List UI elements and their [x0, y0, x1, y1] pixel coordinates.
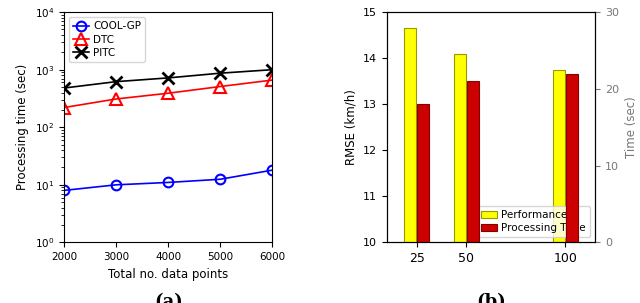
Bar	[566, 74, 578, 242]
DTC	[112, 97, 120, 101]
Legend: Performance, Processing Time: Performance, Processing Time	[477, 206, 590, 237]
COOL-GP	[164, 181, 172, 184]
Bar	[454, 54, 466, 303]
COOL-GP	[60, 188, 68, 192]
DTC	[164, 92, 172, 95]
Line: COOL-GP: COOL-GP	[59, 165, 277, 195]
Bar	[404, 28, 416, 303]
DTC	[216, 85, 224, 88]
PITC	[112, 80, 120, 83]
PITC	[60, 86, 68, 90]
Text: (a): (a)	[154, 293, 182, 303]
X-axis label: Total no. data points: Total no. data points	[108, 268, 228, 281]
PITC	[216, 71, 224, 75]
DTC	[268, 78, 276, 82]
Bar	[417, 104, 429, 242]
Text: (b): (b)	[476, 293, 506, 303]
Line: PITC: PITC	[58, 64, 278, 94]
COOL-GP	[268, 168, 276, 172]
Y-axis label: Processing time (sec): Processing time (sec)	[16, 64, 29, 190]
Line: DTC: DTC	[58, 75, 278, 113]
Bar	[553, 70, 565, 303]
PITC	[268, 68, 276, 72]
PITC	[164, 76, 172, 80]
DTC	[60, 106, 68, 109]
Y-axis label: RMSE (km/h): RMSE (km/h)	[344, 89, 358, 165]
COOL-GP	[112, 183, 120, 187]
COOL-GP	[216, 178, 224, 181]
Y-axis label: Time (sec): Time (sec)	[625, 96, 637, 158]
Legend: COOL-GP, DTC, PITC: COOL-GP, DTC, PITC	[69, 17, 145, 62]
Bar	[467, 81, 479, 242]
